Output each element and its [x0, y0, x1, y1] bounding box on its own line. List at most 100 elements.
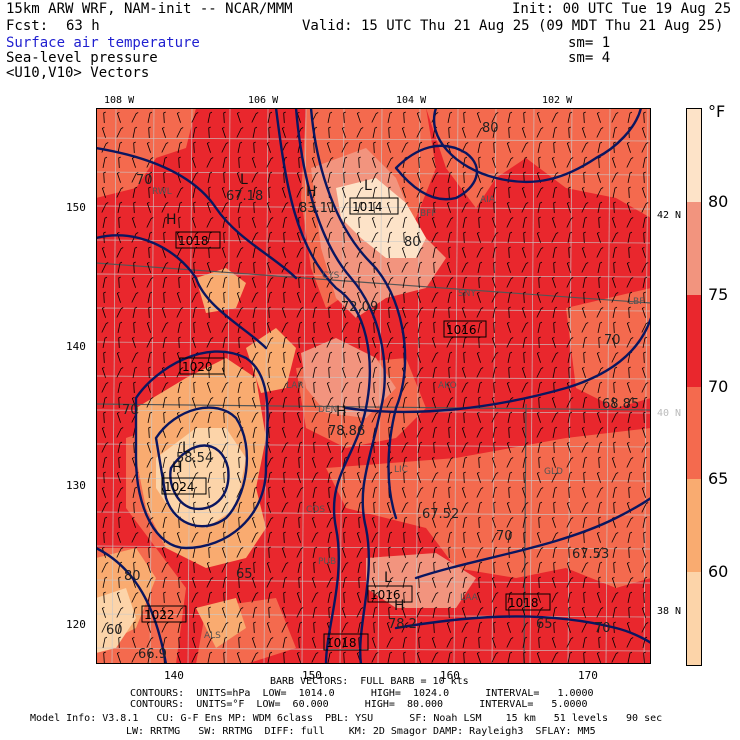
grid-x-label: 150 [302, 669, 322, 682]
temp-label: 67.18 [226, 189, 263, 204]
station-id: CYS [322, 271, 340, 281]
field-temperature: Surface air temperature [6, 35, 200, 51]
model-physics: LW: RRTMG SW: RRTMG DIFF: full KM: 2D Sm… [126, 726, 596, 737]
isobar-label: 1018 [508, 596, 539, 610]
field-pressure: Sea-level pressure [6, 50, 158, 66]
high-mark: H [336, 404, 347, 420]
model-title: 15km ARW WRF, NAM-init -- NCAR/MMM [6, 1, 293, 17]
temp-label: 78.2 [388, 617, 417, 632]
station-id: SNY [458, 289, 476, 299]
isobar-label: 1018 [326, 636, 357, 650]
high-mark: H [166, 212, 177, 228]
temp-label: 67.53 [572, 547, 609, 562]
high-mark: H [394, 598, 405, 614]
temp-label: 70 [122, 403, 139, 418]
colorbar-tick: 75 [708, 285, 729, 304]
station-id: COS [306, 505, 325, 515]
grid-y-label: 150 [66, 201, 86, 214]
grid-y-label: 130 [66, 479, 86, 492]
colorbar-unit: °F [708, 102, 726, 121]
temp-label: 58.54 [176, 451, 213, 466]
lon-label: 106 W [248, 95, 279, 106]
isobar-label: 1018 [178, 234, 209, 248]
isobars [96, 108, 651, 664]
lon-label: 108 W [104, 95, 135, 106]
temp-label: 65 [536, 617, 553, 632]
station-id: AIA [480, 195, 496, 205]
colorbar-tick: 65 [708, 469, 729, 488]
temp-label: 80 [482, 121, 499, 136]
temp-label: 80 [404, 235, 421, 250]
lon-label: 102 W [542, 95, 573, 106]
lat-label: 38 N [657, 606, 682, 617]
barb-legend: BARB VECTORS: FULL BARB = 10 kts [270, 676, 469, 687]
temp-label: 72.09 [341, 300, 378, 315]
temp-label: 70 [594, 621, 611, 636]
station-id: ALS [204, 631, 221, 641]
temp-label: 68.85 [602, 397, 639, 412]
isobar-label: 1022 [144, 608, 175, 622]
pressure-centers: H H L L L H H L H [166, 172, 405, 614]
temperature-labels: 83.11 72.09 78.86 67.52 67.53 68.85 78.2… [106, 121, 639, 662]
station-id: AKO [438, 381, 457, 391]
grid-x-label: 160 [440, 669, 460, 682]
low-mark: L [364, 178, 372, 194]
station-ids: RWL CYS BFF AIA SNY AKO DEN LIC GLD COS … [152, 187, 644, 641]
temp-label: 70 [604, 333, 621, 348]
temp-label: 67.52 [422, 507, 459, 522]
field-temperature-sm: sm= 1 [568, 35, 611, 51]
low-mark: L [384, 570, 392, 586]
colorbar [686, 108, 702, 666]
colorbar-tick: 80 [708, 192, 729, 211]
colorbar-tick: 60 [708, 562, 729, 581]
high-mark: H [306, 184, 317, 200]
lon-label: 104 W [396, 95, 427, 106]
temp-label: 70 [136, 173, 153, 188]
field-vectors: <U10,V10> Vectors [6, 65, 150, 81]
temp-region-65-70 [96, 108, 196, 198]
isobar-label: 1016 [370, 588, 401, 602]
low-mark: L [182, 440, 190, 456]
temp-label: 80 [124, 569, 141, 584]
wind-barbs [101, 111, 649, 664]
temp-label: 60 [106, 623, 123, 638]
station-id: LAA [460, 593, 479, 603]
init-time: Init: 00 UTC Tue 19 Aug 25 [512, 1, 732, 17]
grid-x-label: 140 [164, 669, 184, 682]
model-info: Model Info: V3.8.1 CU: G-F Ens MP: WDM 6… [30, 713, 663, 724]
isobar-label: 1020 [182, 360, 213, 374]
contours-hpa: CONTOURS: UNITS=hPa LOW= 1014.0 HIGH= 10… [130, 688, 594, 699]
grid-y-label: 140 [66, 340, 86, 353]
isobar-label: 1024 [164, 480, 195, 494]
low-mark: L [240, 172, 248, 188]
grid-y-label: 120 [66, 618, 86, 631]
temp-label: 83.11 [299, 201, 336, 216]
station-id: DEN [318, 405, 337, 415]
station-id: GLD [544, 467, 563, 477]
temp-region-65-70 [426, 108, 651, 218]
temp-label: 66.9 [138, 647, 167, 662]
weather-map: 1014 1016 1020 1022 1024 1018 1016 1018 … [96, 108, 651, 664]
lat-label: 42 N [657, 210, 682, 221]
contours-temp: CONTOURS: UNITS=°F LOW= 60.000 HIGH= 80.… [130, 699, 588, 710]
forecast-hours: 63 h [66, 18, 100, 34]
colorbar-tick: 70 [708, 377, 729, 396]
station-id: LBF [628, 297, 644, 307]
station-id: LAR [286, 381, 304, 391]
high-mark: H [172, 460, 183, 476]
grid-x-label: 170 [578, 669, 598, 682]
isobar-labels: 1014 1016 1020 1022 1024 1018 1016 1018 … [141, 197, 551, 651]
temp-label: 65 [236, 567, 253, 582]
valid-time: Valid: 15 UTC Thu 21 Aug 25 (09 MDT Thu … [302, 18, 724, 34]
temp-label: 78.86 [328, 424, 365, 439]
isobar-label: 1014 [352, 200, 383, 214]
temp-region-below-60 [96, 588, 136, 653]
lat-label: 40 N [657, 408, 682, 419]
county-lines [96, 108, 651, 664]
station-id: RWL [152, 187, 172, 197]
station-id: LIC [394, 465, 408, 475]
temp-label: 70 [496, 529, 513, 544]
station-id: BFF [420, 209, 437, 219]
field-pressure-sm: sm= 4 [568, 50, 611, 66]
forecast-label: Fcst: [6, 18, 49, 34]
